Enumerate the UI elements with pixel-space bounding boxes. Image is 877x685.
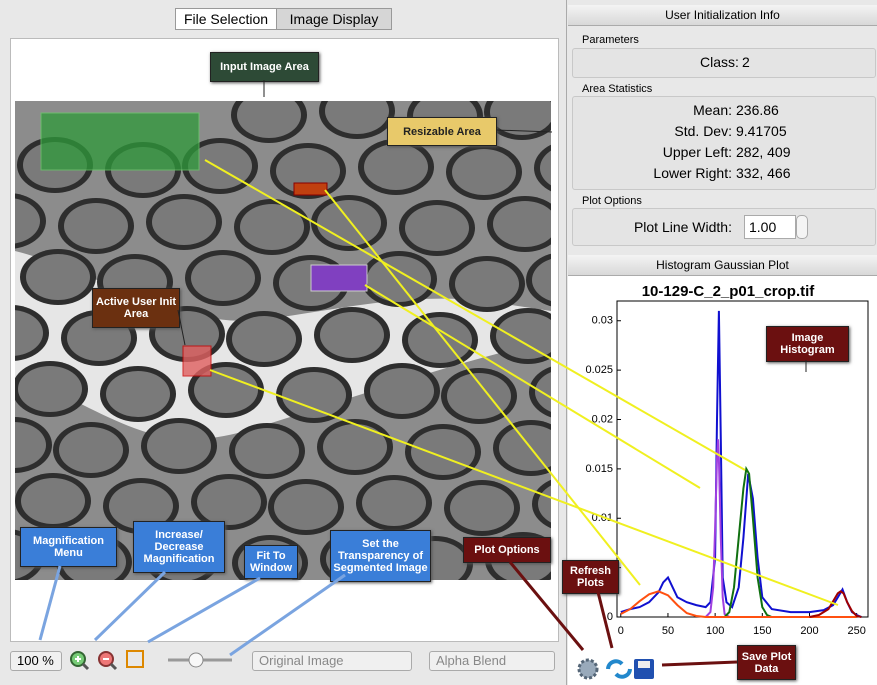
cell-interior: [490, 101, 551, 135]
cell-interior: [282, 372, 346, 418]
cell-interior: [109, 483, 173, 529]
y-tick-label: 0.01: [592, 512, 613, 524]
cell-interior: [232, 316, 296, 362]
x-tick-label: 50: [662, 625, 674, 637]
series-line: [809, 590, 862, 618]
x-tick-label: 250: [847, 625, 865, 637]
cell-interior: [274, 484, 338, 530]
stat-label: Upper Left:: [662, 144, 732, 160]
cell-interior: [450, 485, 514, 531]
cell-interior: [362, 480, 426, 526]
cell-interior: [408, 317, 472, 363]
y-tick-label: 0.02: [592, 413, 613, 425]
callout: Refresh Plots: [562, 560, 619, 594]
x-tick-label: 100: [706, 625, 724, 637]
series-line: [723, 465, 773, 618]
panel-title: User Initialization Info: [568, 5, 877, 26]
callout: Plot Options: [463, 537, 551, 563]
cell-interior: [405, 205, 469, 251]
cell-interior: [364, 144, 428, 190]
plot-options-button[interactable]: [577, 658, 599, 680]
cell-interior: [152, 199, 216, 245]
transparency-slider[interactable]: [188, 652, 204, 668]
chart-title: 10-129-C_2_p01_crop.tif: [642, 283, 816, 300]
section-heading: Parameters: [582, 34, 639, 46]
param-value: 2: [742, 54, 750, 70]
toolbar-icons: [70, 650, 232, 671]
callout: Set the Transparency of Segmented Image: [330, 530, 431, 582]
line-width-input[interactable]: 1.00: [744, 215, 796, 239]
callout: Image Histogram: [766, 326, 849, 362]
cell-interior: [235, 428, 299, 474]
cell-interior: [325, 101, 389, 134]
tab[interactable]: File Selection: [175, 8, 277, 30]
section-heading: Area Statistics: [582, 83, 653, 95]
x-tick-label: 200: [800, 625, 818, 637]
callout: Increase/ Decrease Magnification: [133, 521, 225, 573]
display-dropdown[interactable]: Original Image: [252, 651, 412, 671]
cell-interior: [106, 371, 170, 417]
cell-interior: [411, 429, 475, 475]
cell-interior: [15, 422, 46, 468]
cell-interior: [26, 254, 90, 300]
param-label: Class:: [700, 54, 739, 70]
y-tick-label: 0: [607, 611, 613, 623]
cell-interior: [452, 149, 516, 195]
series-line: [704, 439, 730, 618]
x-tick-label: 150: [753, 625, 771, 637]
stat-value: 282, 409: [736, 144, 791, 160]
y-tick-label: 0.015: [585, 463, 613, 475]
parameters-box: [572, 48, 876, 78]
cell-interior: [240, 204, 304, 250]
cell-interior: [59, 427, 123, 473]
stat-label: Mean:: [693, 102, 732, 118]
cell-interior: [15, 198, 40, 244]
refresh-button[interactable]: [606, 659, 632, 679]
cell-interior: [455, 261, 519, 307]
y-tick-label: 0.025: [585, 364, 613, 376]
cell-interior: [15, 310, 43, 356]
cell-interior: [320, 312, 384, 358]
callout: Input Image Area: [210, 52, 319, 82]
plot-buttons: [577, 658, 654, 680]
stat-value: 332, 466: [736, 165, 791, 181]
fit-window[interactable]: [126, 650, 144, 668]
cell-interior: [64, 203, 128, 249]
zoom-menu[interactable]: 100 %: [10, 651, 62, 671]
callout: Magnification Menu: [20, 527, 117, 567]
cell-interior: [370, 368, 434, 414]
cell-interior: [197, 479, 261, 525]
stepper[interactable]: [796, 215, 808, 239]
cell-interior: [21, 478, 85, 524]
y-tick-label: 0.03: [592, 315, 613, 327]
callout: Active User Init Area: [92, 288, 180, 328]
x-tick-label: 0: [618, 625, 624, 637]
section-heading: Plot Options: [582, 195, 642, 207]
stat-label: Std. Dev:: [674, 123, 732, 139]
cell-interior: [237, 101, 301, 138]
cell-interior: [191, 255, 255, 301]
option-label: Plot Line Width:: [633, 219, 732, 235]
cell-interior: [18, 366, 82, 412]
cell-interior: [323, 424, 387, 470]
stat-value: 9.41705: [736, 123, 787, 139]
input-image: [15, 101, 551, 580]
cell-interior: [447, 373, 511, 419]
cell-interior: [367, 256, 431, 302]
cell-interior: [147, 423, 211, 469]
callout: Save Plot Data: [737, 645, 796, 680]
cell-interior: [317, 200, 381, 246]
callout: Resizable Area: [387, 117, 497, 146]
stat-value: 236.86: [736, 102, 779, 118]
tab[interactable]: Image Display: [276, 8, 392, 30]
panel-title: Histogram Gaussian Plot: [568, 255, 877, 276]
blend-dropdown[interactable]: Alpha Blend: [429, 651, 555, 671]
callout: Fit To Window: [244, 545, 298, 579]
stat-label: Lower Right:: [653, 165, 732, 181]
